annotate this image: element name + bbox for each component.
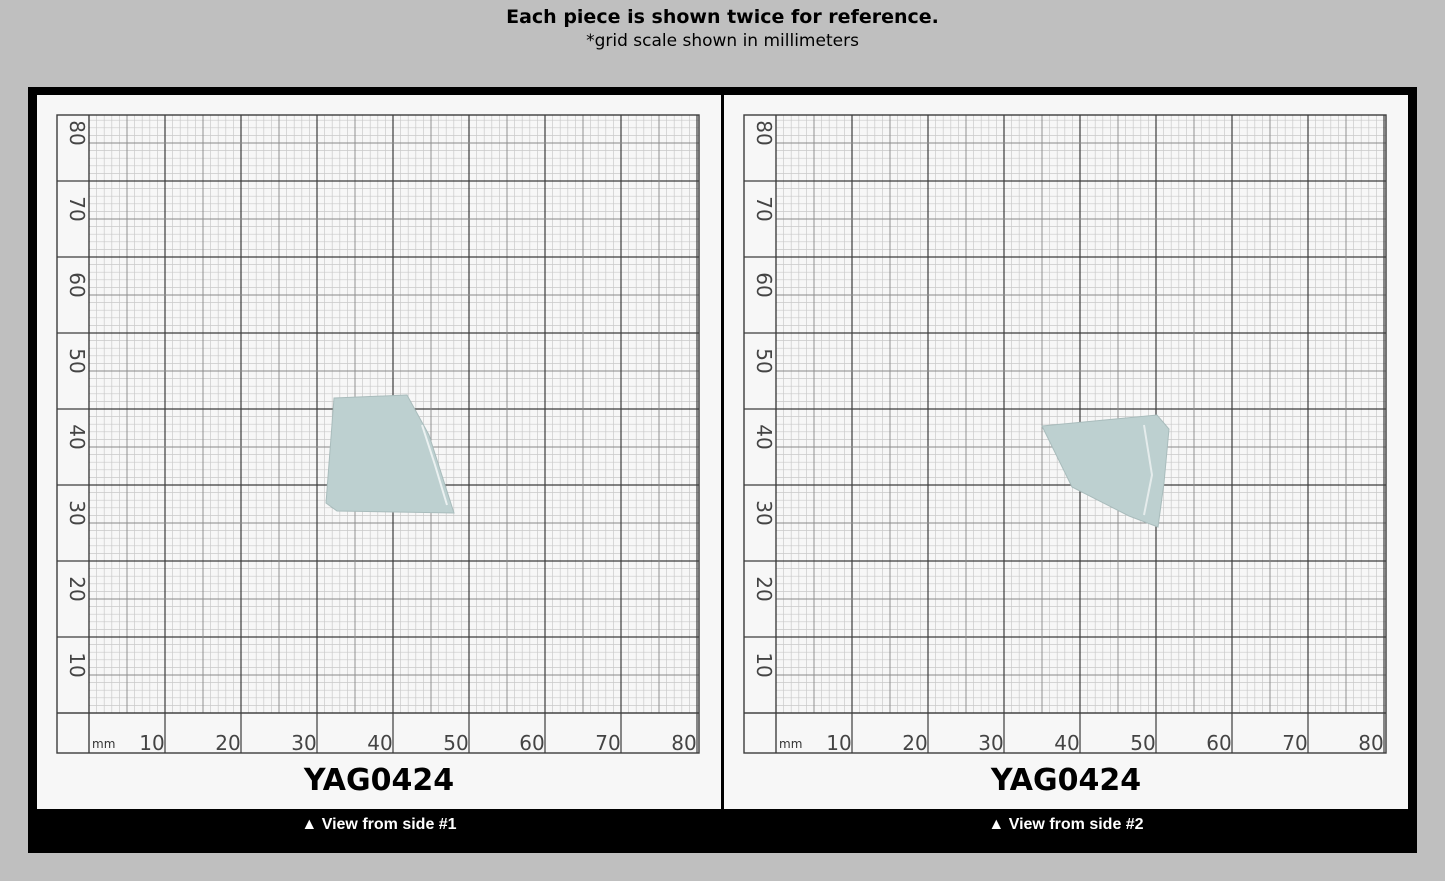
x-tick: 20	[215, 731, 240, 755]
x-tick: 60	[1206, 731, 1231, 755]
y-tick: 50	[65, 348, 89, 373]
caption-side-2: ▲ View from side #2	[988, 816, 1144, 833]
photo-panel-side-1: mm 10 20 30 40 50 60 70 80 80 70 60 50 4…	[37, 95, 721, 809]
x-tick: 20	[902, 731, 927, 755]
x-tick: 40	[367, 731, 392, 755]
grid-border	[743, 114, 1387, 754]
y-axis-ticks: 80 70 60 50 40 30 20 10	[752, 120, 776, 677]
crystal-edge	[1143, 424, 1154, 516]
y-tick: 70	[65, 196, 89, 221]
y-tick: 10	[65, 652, 89, 677]
y-tick: 80	[65, 120, 89, 145]
x-tick: 80	[1358, 731, 1383, 755]
y-axis-ticks: 80 70 60 50 40 30 20 10	[65, 120, 89, 677]
y-tick: 70	[752, 196, 776, 221]
photo-frame: mm 10 20 30 40 50 60 70 80 80 70 60 50 4…	[28, 87, 1417, 853]
x-tick: 10	[139, 731, 164, 755]
x-tick: 30	[291, 731, 316, 755]
page-subtitle: *grid scale shown in millimeters	[586, 31, 859, 51]
unit-label: mm	[92, 737, 115, 751]
y-tick: 50	[752, 348, 776, 373]
crystal-piece	[325, 394, 455, 514]
crystal-edge	[421, 424, 448, 506]
x-axis-ticks: 10 20 30 40 50 60 70 80	[139, 731, 696, 755]
y-tick: 60	[752, 272, 776, 297]
specimen-code: YAG0424	[990, 763, 1142, 798]
specimen-code: YAG0424	[303, 763, 455, 798]
grid-photo-side-2: mm 10 20 30 40 50 60 70 80 80 70 60 50 4…	[743, 114, 1387, 755]
caption-side-1: ▲ View from side #1	[301, 816, 457, 833]
x-tick: 60	[519, 731, 544, 755]
x-tick: 30	[978, 731, 1003, 755]
x-tick: 50	[443, 731, 468, 755]
x-tick: 50	[1130, 731, 1155, 755]
x-tick: 40	[1054, 731, 1079, 755]
y-tick: 10	[752, 652, 776, 677]
page-title: Each piece is shown twice for reference.	[506, 6, 939, 28]
x-tick: 80	[671, 731, 696, 755]
x-axis-ticks: 10 20 30 40 50 60 70 80	[826, 731, 1383, 755]
x-tick: 70	[1282, 731, 1307, 755]
photo-panel-side-2: mm 10 20 30 40 50 60 70 80 80 70 60 50 4…	[724, 95, 1408, 809]
x-tick: 70	[595, 731, 620, 755]
y-tick: 40	[752, 424, 776, 449]
y-tick: 20	[65, 576, 89, 601]
y-tick: 60	[65, 272, 89, 297]
y-tick: 20	[752, 576, 776, 601]
grid-photo-side-1: mm 10 20 30 40 50 60 70 80 80 70 60 50 4…	[56, 114, 700, 755]
grid-border	[56, 114, 700, 754]
y-tick: 40	[65, 424, 89, 449]
y-tick: 30	[65, 500, 89, 525]
x-tick: 10	[826, 731, 851, 755]
y-tick: 80	[752, 120, 776, 145]
minor-grid	[775, 115, 1386, 714]
unit-label: mm	[779, 737, 802, 751]
crystal-piece	[1041, 414, 1170, 528]
y-tick: 30	[752, 500, 776, 525]
major-grid	[743, 114, 1387, 754]
